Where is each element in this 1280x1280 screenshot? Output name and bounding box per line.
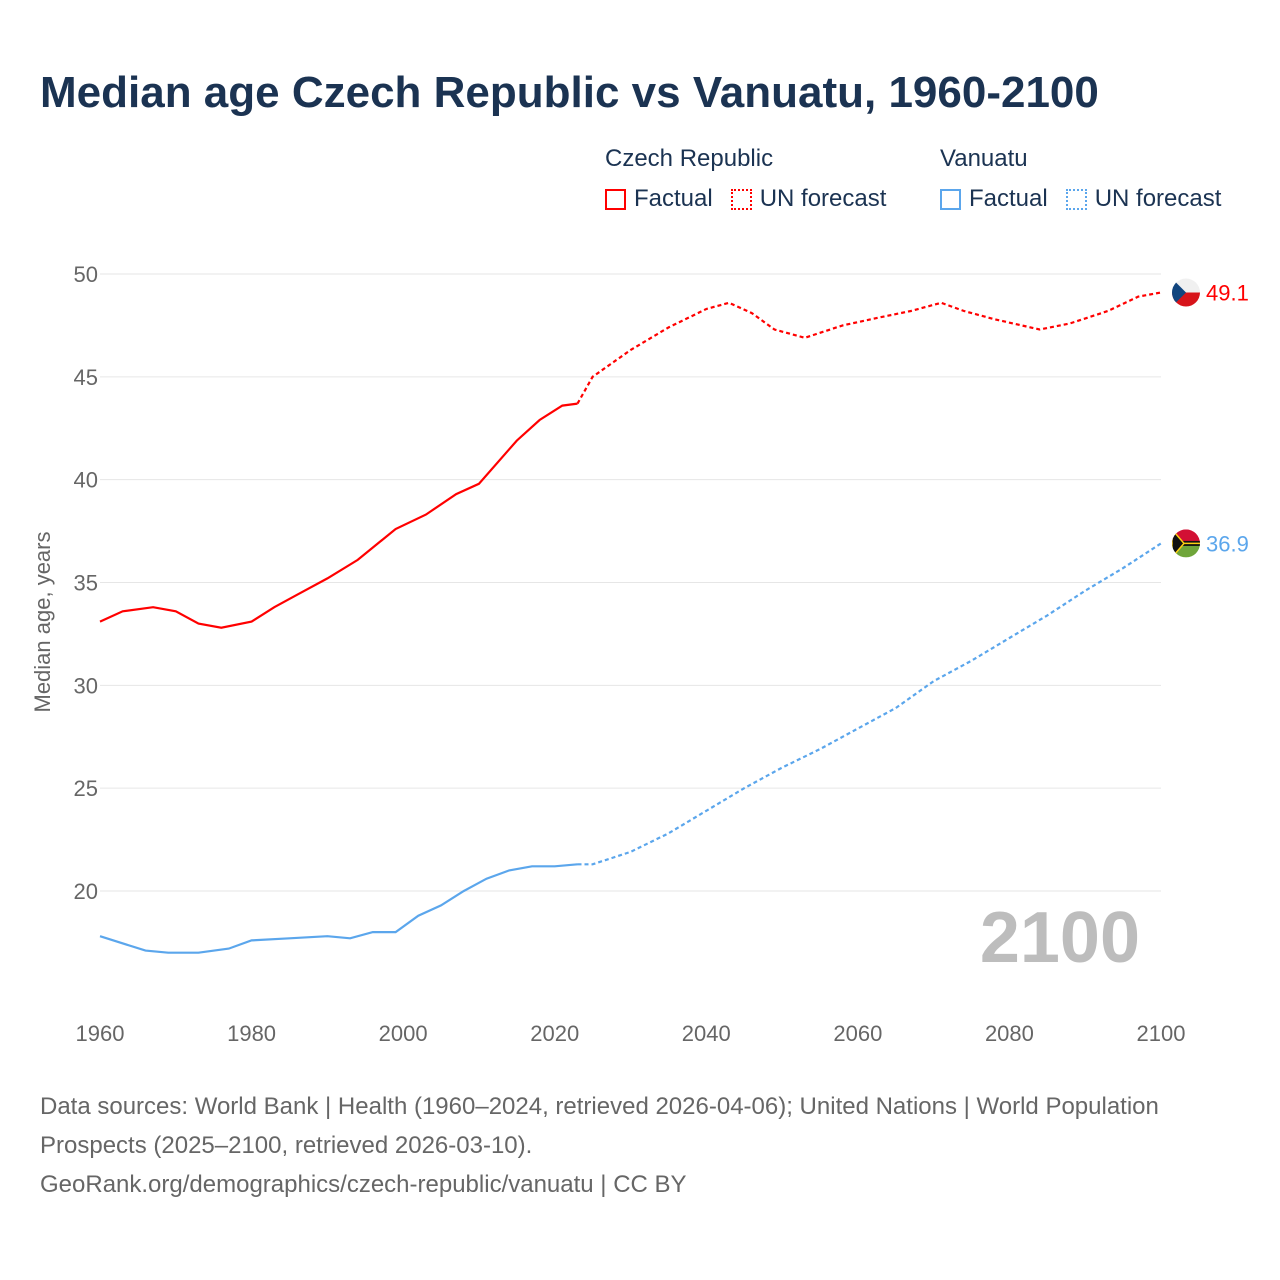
- x-tick-label: 2080: [985, 1021, 1034, 1046]
- flag-triangle: [1172, 278, 1186, 307]
- data-sources: Data sources: World Bank | Health (1960–…: [40, 1093, 1159, 1159]
- y-tick-label: 50: [74, 262, 98, 287]
- legend-swatch-dotted: [1065, 188, 1087, 210]
- flag-triangle: [1172, 529, 1185, 558]
- legend-swatch-solid: [940, 188, 961, 210]
- legend-label: UN forecast: [759, 185, 887, 212]
- legend-country-label: Czech Republic: [605, 145, 774, 172]
- line-forecast-vanuatu: [577, 542, 1162, 866]
- legend-vanuatu: Vanuatu Factual UN forecast: [940, 145, 1239, 213]
- end-value-label-vanuatu: 36.9: [1206, 531, 1249, 556]
- legend-label: Factual: [969, 185, 1048, 212]
- x-tick-label: 2060: [833, 1021, 882, 1046]
- y-tick-label: 20: [74, 879, 98, 904]
- legend-swatch-dotted: [730, 188, 752, 210]
- y-tick-label: 30: [74, 673, 98, 698]
- legend-label: Factual: [634, 185, 713, 212]
- source-link[interactable]: GeoRank.org/demographics/czech-republic/…: [40, 1171, 687, 1198]
- footer: Data sources: World Bank | Health (1960–…: [40, 1087, 1190, 1204]
- y-tick-label: 45: [74, 365, 98, 390]
- x-tick-label: 1960: [76, 1021, 125, 1046]
- line-forecast-czech-republic: [576, 291, 1162, 405]
- y-axis-label: Median age, years: [30, 532, 55, 713]
- legend-swatch-solid: [605, 188, 626, 210]
- legend-factual-czech[interactable]: Factual: [605, 185, 713, 213]
- legend-czech-republic: Czech Republic Factual UN forecast: [605, 145, 904, 213]
- flag-body: [1172, 529, 1200, 558]
- flag-vanuatu-icon: [1172, 529, 1200, 558]
- legend-country-label: Vanuatu: [940, 145, 1028, 172]
- y-tick-label: 40: [74, 468, 98, 493]
- x-tick-label: 2040: [682, 1021, 731, 1046]
- x-tick-label: 1980: [227, 1021, 276, 1046]
- y-tick-label: 25: [74, 776, 98, 801]
- flag-body: [1172, 278, 1200, 307]
- flag-czech-republic-icon: [1172, 278, 1200, 307]
- legend-factual-vanuatu[interactable]: Factual: [940, 185, 1048, 213]
- legend-forecast-vanuatu[interactable]: UN forecast: [1065, 185, 1222, 213]
- end-value-label-czech-republic: 49.1: [1206, 281, 1249, 306]
- x-tick-label: 2000: [379, 1021, 428, 1046]
- line-factual-czech-republic: [99, 402, 578, 629]
- x-tick-label: 2100: [1137, 1021, 1186, 1046]
- year-watermark: 2100: [980, 898, 1140, 978]
- x-tick-label: 2020: [530, 1021, 579, 1046]
- line-factual-vanuatu: [99, 863, 578, 954]
- legend-forecast-czech[interactable]: UN forecast: [730, 185, 887, 213]
- y-tick-label: 35: [74, 571, 98, 596]
- chart-title: Median age Czech Republic vs Vanuatu, 19…: [40, 68, 1099, 117]
- legend-label: UN forecast: [1094, 185, 1222, 212]
